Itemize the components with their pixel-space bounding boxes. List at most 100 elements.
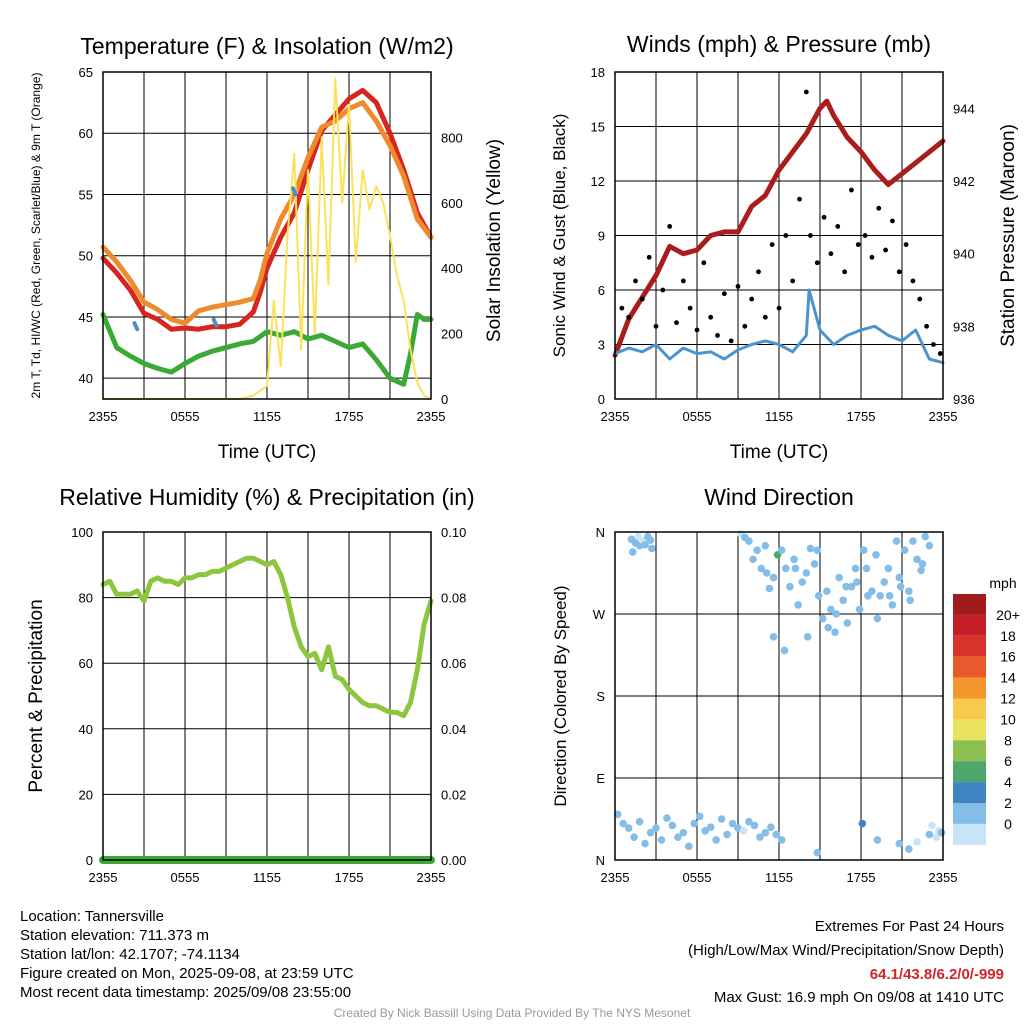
wdir-point xyxy=(873,614,882,623)
wdir-point xyxy=(791,564,800,573)
rh-ytick-right-label: 0.06 xyxy=(441,656,466,671)
wdir-point xyxy=(873,836,882,844)
wind-gust-point xyxy=(639,296,645,302)
speed-legend-title: mph xyxy=(989,575,1016,591)
wind-ytick-label: 6 xyxy=(598,283,605,298)
wdir-ylabel: Direction (Colored By Speed) xyxy=(551,585,570,806)
temp-ytick-right-label: 200 xyxy=(441,327,463,342)
rh-xtick-label: 0555 xyxy=(171,870,200,885)
wind-gust-point xyxy=(876,205,882,211)
wdir-point xyxy=(859,546,868,555)
speed-legend-label: 6 xyxy=(1004,753,1012,769)
wdir-ytick-label: N xyxy=(596,853,605,868)
wind-gust-point xyxy=(910,278,916,284)
temp-grid xyxy=(102,72,432,399)
temp-frame xyxy=(102,71,432,400)
wdir-point xyxy=(648,544,656,553)
wdir-point xyxy=(880,578,889,586)
wdir-point xyxy=(932,833,940,842)
speed-legend-swatch xyxy=(953,740,986,762)
temp-xlabel: Time (UTC) xyxy=(218,442,317,463)
station-elevation: Station elevation: 711.373 m xyxy=(20,927,210,944)
wind-gust-point xyxy=(814,260,820,266)
wdir-point xyxy=(913,555,921,564)
wind-gust-point xyxy=(633,278,638,284)
wdir-point xyxy=(900,546,909,555)
temp-xtick-label: 0555 xyxy=(171,409,200,424)
wdir-point xyxy=(624,824,633,832)
temp-series-solar xyxy=(102,77,432,400)
rh-xtick-label: 2355 xyxy=(417,870,446,885)
wdir-point xyxy=(905,845,913,853)
wdir-point xyxy=(851,564,860,573)
rh-ytick-right-label: 0.00 xyxy=(441,853,466,868)
rh-xtick-label: 2355 xyxy=(89,870,118,885)
speed-legend-swatch xyxy=(953,594,986,615)
wind-gust-point xyxy=(721,291,727,297)
wdir-point xyxy=(802,569,811,577)
wdir-point xyxy=(813,848,822,857)
speed-legend-swatch xyxy=(953,698,986,720)
station-latlon: Station lat/lon: 42.1707; -74.1134 xyxy=(20,946,240,963)
wdir-point xyxy=(862,564,871,573)
rh-ytick-right-label: 0.04 xyxy=(441,722,466,737)
wdir-point xyxy=(695,812,704,821)
wind-gust-point xyxy=(790,278,796,284)
wind-gust-point xyxy=(715,333,720,338)
wdir-point xyxy=(853,578,861,586)
figure-created: Figure created on Mon, 2025-09-08, at 23… xyxy=(20,965,354,982)
temp-series-td xyxy=(100,312,434,387)
wind-ytick-label: 18 xyxy=(591,65,605,80)
wdir-point xyxy=(928,821,936,830)
rh-ytick-label: 40 xyxy=(79,722,93,737)
speed-legend-label: 16 xyxy=(1000,649,1016,665)
speed-legend-swatch xyxy=(953,614,986,636)
wind-gust-point xyxy=(694,327,700,333)
rh-ytick-right-label: 0.08 xyxy=(441,591,466,606)
wdir-point xyxy=(674,833,682,842)
temp-ylabel: 2m T, Td, HI/WC (Red, Green, Scarlet/Blu… xyxy=(29,73,43,399)
wind-gust-point xyxy=(776,305,782,311)
speed-legend-label: 8 xyxy=(1004,732,1012,748)
speed-legend-label: 12 xyxy=(1000,691,1016,707)
wdir-point xyxy=(685,842,693,851)
rh-ytick-right-label: 0.02 xyxy=(441,787,466,802)
wind-ytick-label: 12 xyxy=(591,174,605,189)
wdir-ytick-label: E xyxy=(596,771,605,786)
wdir-point xyxy=(803,632,812,641)
wdir-point xyxy=(782,564,790,573)
wdir-point xyxy=(847,582,856,591)
wind-gust-point xyxy=(855,242,861,247)
wind-gust-point xyxy=(667,224,673,229)
wdir-point xyxy=(892,537,901,545)
temp-ytick-label: 60 xyxy=(79,126,93,141)
wind-gust-point xyxy=(735,283,741,289)
rh-xtick-label: 1755 xyxy=(335,870,364,885)
wind-gust-point xyxy=(762,314,768,320)
temp-xtick-label: 1155 xyxy=(253,409,281,424)
wdir-point xyxy=(753,546,761,555)
wind-gust-point xyxy=(808,233,813,238)
wdir-point xyxy=(786,582,794,591)
wdir-point xyxy=(701,827,709,835)
wdir-point xyxy=(858,819,867,828)
wind-gust-point xyxy=(917,296,923,302)
wdir-point xyxy=(628,548,637,556)
wind-gust-point xyxy=(862,233,868,238)
wind-gust-point xyxy=(937,351,943,356)
wdir-point xyxy=(868,587,876,596)
wdir-point xyxy=(750,821,759,830)
wind-ytick-right-label: 938 xyxy=(953,319,975,334)
wind-ylabel: Sonic Wind & Gust (Blue, Black) xyxy=(550,114,569,358)
wind-gust-point xyxy=(687,305,693,311)
wind-xtick-label: 1755 xyxy=(847,409,876,424)
wind-gust-point xyxy=(835,224,841,229)
wind-gust-point xyxy=(797,196,802,202)
wind-gust-point xyxy=(896,269,902,275)
wdir-point xyxy=(855,605,864,614)
speed-legend-label: 14 xyxy=(1000,670,1016,686)
wdir-point xyxy=(843,619,852,627)
wdir-point xyxy=(723,830,731,839)
wind-gust-point xyxy=(674,320,679,326)
